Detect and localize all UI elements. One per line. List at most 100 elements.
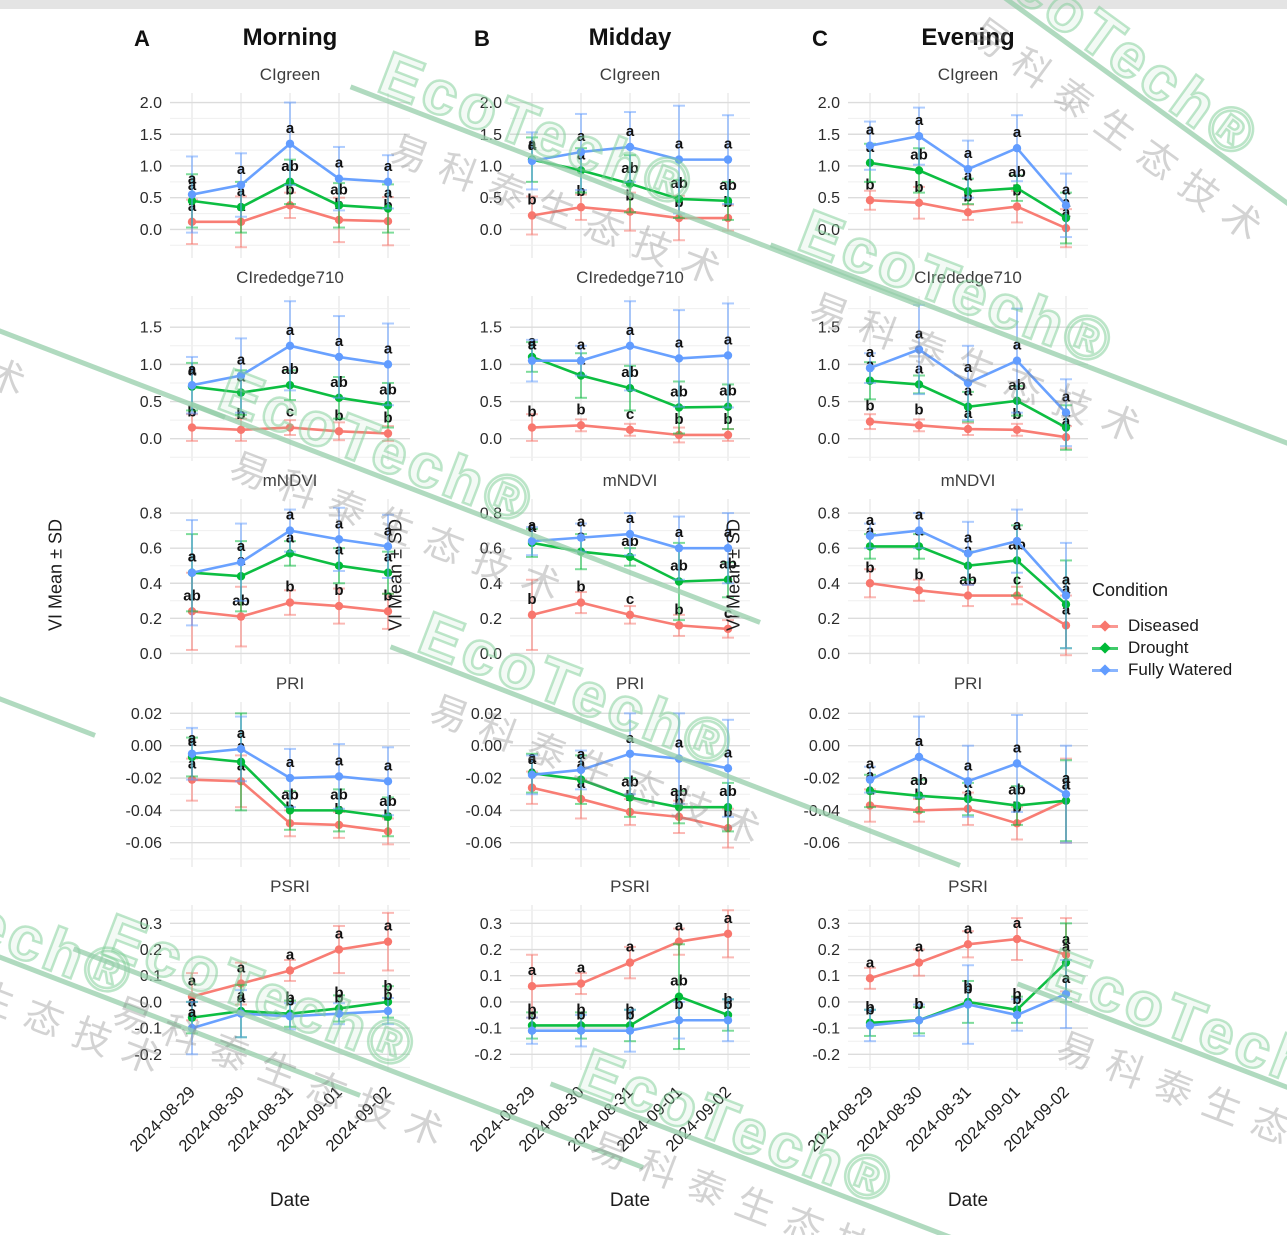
sig-letter: a <box>528 962 537 979</box>
y-tick-label: 0.0 <box>480 646 502 663</box>
y-tick-label: 0.02 <box>471 706 502 723</box>
data-point <box>334 352 344 362</box>
y-tick-label: -0.2 <box>134 1047 162 1064</box>
data-point <box>576 1026 586 1035</box>
sig-letter: b <box>865 999 874 1016</box>
y-tick-label: 0.0 <box>140 646 162 663</box>
y-tick-label: 0.3 <box>818 916 840 933</box>
sig-letter: a <box>1062 970 1071 987</box>
data-point <box>383 777 393 786</box>
sig-letter: a <box>237 990 246 1007</box>
panel-title: CIgreen <box>599 65 661 84</box>
sig-letter: a <box>528 751 537 768</box>
sig-letter: a <box>286 754 295 771</box>
chart-cigreen-morning: 2.01.51.00.50.0aabbbaaababaaaaaa <box>140 93 410 258</box>
y-tick-label: 0.5 <box>480 394 502 411</box>
y-tick-label: -0.1 <box>474 1021 502 1038</box>
facet-title-midday: Midday <box>588 24 672 51</box>
sig-letter: a <box>675 524 684 541</box>
sig-letter: b <box>865 559 874 576</box>
panel-title: PRI <box>275 674 305 693</box>
data-point <box>285 526 295 535</box>
x-axis-tick-labels: 2024-08-292024-08-302024-08-312024-09-01… <box>126 1083 394 1155</box>
sig-letter: a <box>866 344 875 361</box>
panel-title: CIrededge710 <box>236 268 344 287</box>
panel-title: mNDVI <box>262 471 318 490</box>
data-point <box>383 1006 393 1016</box>
y-tick-label: 0.2 <box>140 611 162 628</box>
x-axis-title: Date <box>269 1190 311 1211</box>
y-tick-label: 0.6 <box>818 541 840 558</box>
sig-letter: a <box>675 136 684 153</box>
y-tick-label: 0.0 <box>480 994 502 1011</box>
y-tick-label: 0.0 <box>140 431 162 448</box>
chart-pri-morning: 0.020.00-0.02-0.04-0.06aabbbaaabababaaaa… <box>126 702 410 867</box>
chart-psri-midday: 0.30.20.10.0-0.1-0.2aaaaabbbabbbbbbb <box>474 905 750 1070</box>
y-tick-label: 0.2 <box>818 942 840 959</box>
y-tick-label: 0.00 <box>809 738 840 755</box>
sig-letter: b <box>285 992 294 1009</box>
sig-letter: a <box>188 171 197 188</box>
y-tick-label: -0.04 <box>804 803 841 820</box>
panel-pri-morning: PRI 0.020.00-0.02-0.04-0.06aabbbaaabababa… <box>100 673 418 876</box>
data-point <box>1061 408 1071 417</box>
chart-cigreen-evening: 2.01.51.00.50.0bbbbaaabaabaaaaaa <box>818 93 1088 258</box>
y-tick-label: 0.4 <box>818 576 840 593</box>
y-tick-label: 0.0 <box>140 994 162 1011</box>
sig-letter: a <box>528 517 537 534</box>
legend: Condition Diseased Drought Fully Watered <box>1092 580 1287 681</box>
y-tick-label: 0.3 <box>140 916 162 933</box>
y-tick-label: 1.5 <box>818 320 840 337</box>
sig-letter: a <box>528 137 537 154</box>
sig-letter: b <box>285 579 294 596</box>
chart-cirededge710-morning: 1.51.00.50.0bbcbbaaabababaaaaa <box>140 296 410 461</box>
data-point <box>383 937 393 946</box>
sig-letter: a <box>915 507 924 524</box>
sig-letter: a <box>964 359 973 376</box>
y-tick-label: -0.02 <box>466 771 503 788</box>
sig-letter: a <box>626 322 635 339</box>
y-tick-label: 0.0 <box>140 222 162 239</box>
sig-letter: b <box>576 401 585 418</box>
y-tick-label: 0.6 <box>480 541 502 558</box>
sig-letter: c <box>626 591 634 608</box>
y-tick-label: 0.5 <box>140 190 162 207</box>
y-tick-label: -0.06 <box>466 835 503 852</box>
sig-letter: c <box>286 404 294 421</box>
data-point <box>527 211 537 220</box>
panel-stack: CIgreen2.01.51.00.50.0aabbbaaababaaaaaaC… <box>100 64 418 1079</box>
sig-letter: a <box>675 735 684 752</box>
data-point <box>723 351 733 360</box>
fully-watered-point-icon <box>1092 663 1118 677</box>
x-axis-dates: 2024-08-29 2024-08-30 2024-08-31 2024-09-01… <box>778 1079 1096 1187</box>
data-point <box>723 155 733 164</box>
x-axis-tick-labels: 2024-08-292024-08-302024-08-312024-09-01… <box>466 1083 734 1155</box>
data-point <box>914 166 924 175</box>
data-point <box>576 979 586 988</box>
data-point <box>723 430 733 440</box>
y-tick-label: -0.04 <box>466 803 503 820</box>
data-point <box>963 208 973 217</box>
data-point <box>527 423 537 432</box>
legend-item-diseased: Diseased <box>1092 615 1287 637</box>
sig-letter: b <box>576 579 585 596</box>
data-point <box>576 533 586 542</box>
sig-letter: a <box>384 918 393 935</box>
sig-letter: b <box>914 401 923 418</box>
sig-letter: a <box>866 512 875 529</box>
chart-cirededge710-midday: 1.51.00.50.0bbcbbaaabababaaaaa <box>480 296 750 461</box>
y-tick-label: 2.0 <box>140 95 162 112</box>
sig-letter: b <box>527 591 536 608</box>
data-point <box>914 958 924 967</box>
data-point <box>527 770 537 779</box>
y-tick-label: -0.2 <box>812 1047 840 1064</box>
sig-letter: b <box>527 1007 536 1024</box>
sig-letter: a <box>286 507 295 524</box>
sig-letter: a <box>1062 389 1071 406</box>
sig-letter: a <box>1013 915 1022 932</box>
